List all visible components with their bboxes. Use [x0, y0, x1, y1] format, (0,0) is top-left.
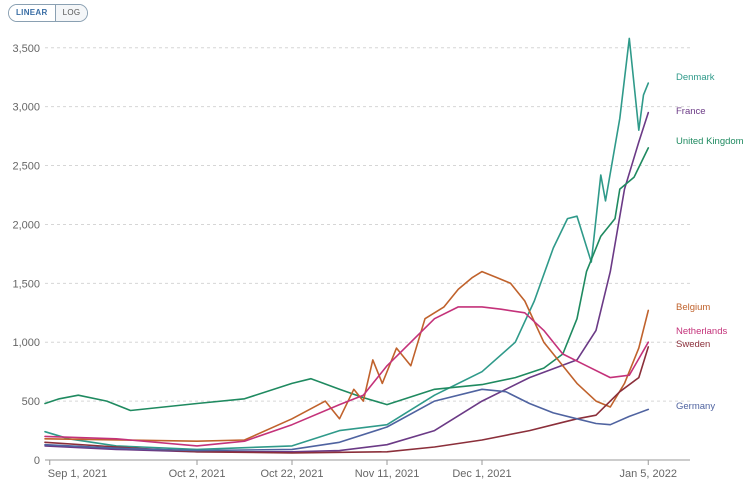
x-axis: Sep 1, 2021 Oct 2, 2021 Oct 22, 2021 Nov 11…	[48, 460, 677, 480]
y-tick-label: 500	[22, 396, 40, 408]
y-tick-label: 3,000	[12, 102, 40, 114]
series-line-denmark[interactable]	[44, 37, 650, 451]
series-label-united-kingdom: United Kingdom	[676, 136, 744, 147]
x-tick-label: Sep 1, 2021	[48, 468, 107, 480]
x-tick-label: Oct 22, 2021	[261, 468, 324, 480]
series-line-sweden[interactable]	[44, 346, 650, 454]
y-tick-label: 2,500	[12, 161, 40, 173]
grid-lines	[45, 47, 690, 461]
series-label-denmark: Denmark	[676, 72, 715, 83]
series-line-belgium[interactable]	[44, 270, 650, 442]
series-line-united-kingdom[interactable]	[44, 147, 650, 412]
series-line-germany[interactable]	[44, 388, 650, 452]
y-tick-label: 2,000	[12, 219, 40, 231]
x-tick-label: Nov 11, 2021	[355, 468, 420, 480]
series-label-netherlands: Netherlands	[676, 326, 727, 337]
x-tick-label: Dec 1, 2021	[452, 468, 511, 480]
log-scale-button[interactable]: LOG	[55, 5, 88, 21]
series-line-netherlands[interactable]	[44, 306, 650, 447]
linear-scale-button[interactable]: LINEAR	[9, 5, 56, 21]
scale-toggle[interactable]: LINEAR LOG	[8, 4, 89, 22]
series-label-belgium: Belgium	[676, 302, 710, 313]
x-tick-label: Jan 5, 2022	[620, 468, 678, 480]
series-label-sweden: Sweden	[676, 339, 710, 350]
y-tick-label: 1,000	[12, 337, 40, 349]
y-tick-label: 3,500	[12, 43, 40, 55]
series-labels: Denmark France United Kingdom Belgium Nether…	[676, 72, 744, 412]
series-label-france: France	[676, 106, 706, 117]
series-lines	[44, 37, 650, 454]
x-tick-label: Oct 2, 2021	[169, 468, 226, 480]
y-tick-label: 0	[34, 455, 40, 467]
y-axis: 0 500 1,000 1,500 2,000 2,500 3,000 3,500	[12, 43, 40, 467]
series-label-germany: Germany	[676, 401, 715, 412]
y-tick-label: 1,500	[12, 278, 40, 290]
